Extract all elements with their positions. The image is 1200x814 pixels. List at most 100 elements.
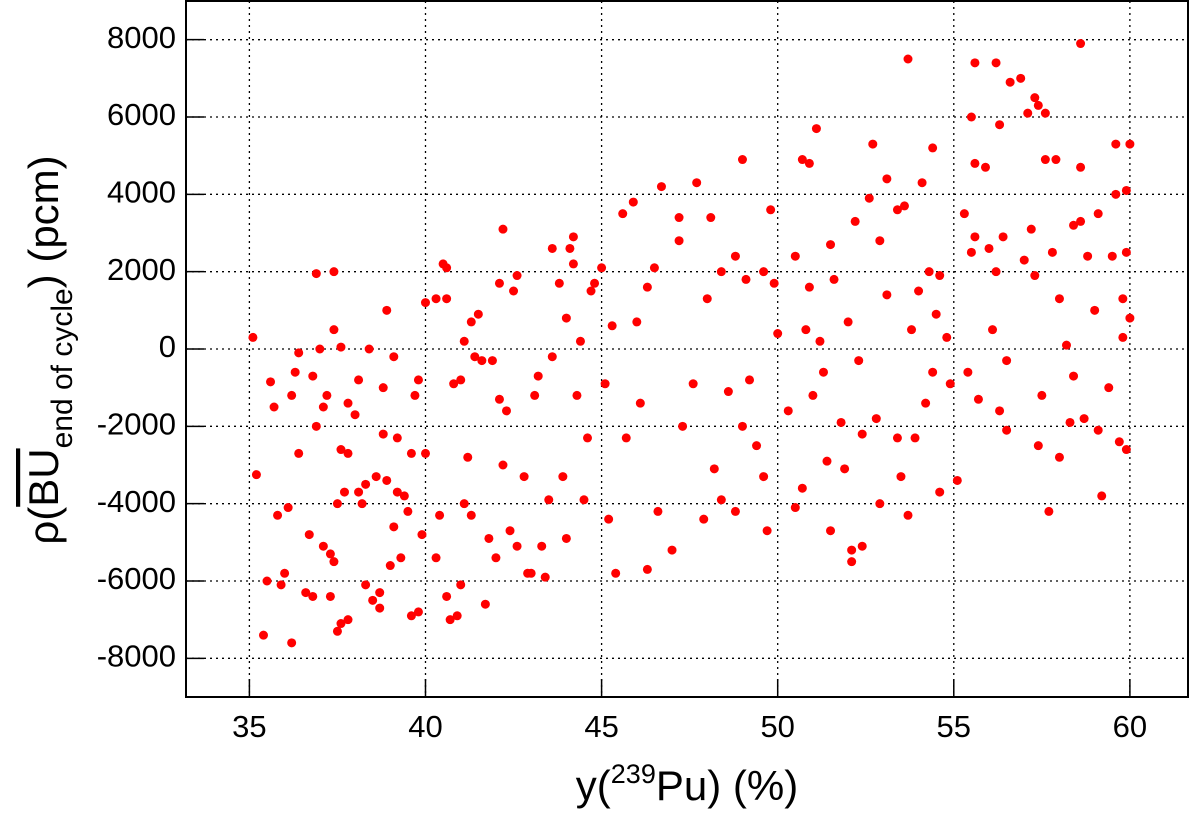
point <box>466 317 476 327</box>
point <box>984 243 994 253</box>
x-axis-title-suffix: ) (%) <box>707 762 798 809</box>
point <box>847 545 857 555</box>
point <box>921 398 931 408</box>
point <box>332 499 342 509</box>
point <box>730 251 740 261</box>
point <box>1114 437 1124 447</box>
point <box>1121 445 1131 455</box>
point <box>737 421 747 431</box>
point <box>470 352 480 362</box>
point <box>1097 491 1107 501</box>
point <box>1076 39 1086 49</box>
point <box>854 356 864 366</box>
point <box>378 429 388 439</box>
point <box>276 580 286 590</box>
y-axis-title-suffix: ) (pcm) <box>20 155 67 288</box>
point <box>526 568 536 578</box>
point <box>590 278 600 288</box>
point <box>963 367 973 377</box>
point <box>910 433 920 443</box>
point <box>579 495 589 505</box>
point <box>329 557 339 567</box>
point <box>1069 220 1079 230</box>
point <box>308 591 318 601</box>
point <box>322 390 332 400</box>
point <box>442 591 452 601</box>
point <box>875 499 885 509</box>
point <box>896 472 906 482</box>
point <box>575 336 585 346</box>
point <box>818 367 828 377</box>
point <box>294 448 304 458</box>
point <box>1016 73 1026 83</box>
point <box>484 533 494 543</box>
point <box>287 390 297 400</box>
y-tick-label: -8000 <box>97 639 176 674</box>
point <box>899 201 909 211</box>
point <box>389 352 399 362</box>
point <box>1079 414 1089 424</box>
point <box>815 336 825 346</box>
point <box>931 309 941 319</box>
point <box>463 452 473 462</box>
point <box>857 429 867 439</box>
point <box>325 591 335 601</box>
point <box>442 294 452 304</box>
point <box>343 615 353 625</box>
point <box>308 371 318 381</box>
point <box>501 406 511 416</box>
point <box>811 124 821 134</box>
point <box>315 344 325 354</box>
point <box>1111 189 1121 199</box>
x-tick-label: 50 <box>760 709 794 744</box>
point <box>1076 216 1086 226</box>
point <box>406 611 416 621</box>
x-tick-label: 55 <box>937 709 971 744</box>
point <box>1005 77 1015 87</box>
point <box>970 158 980 168</box>
point <box>399 491 409 501</box>
point <box>262 576 272 586</box>
point <box>762 526 772 536</box>
point <box>586 286 596 296</box>
point <box>1037 390 1047 400</box>
point <box>752 441 762 451</box>
point <box>420 448 430 458</box>
point <box>607 321 617 331</box>
point <box>1033 441 1043 451</box>
y-axis-title-main: BU <box>20 448 67 506</box>
point <box>678 421 688 431</box>
point <box>674 236 684 246</box>
point <box>339 487 349 497</box>
point <box>540 572 550 582</box>
point <box>554 278 564 288</box>
point <box>928 143 938 153</box>
point <box>783 406 793 416</box>
point <box>361 580 371 590</box>
point <box>547 352 557 362</box>
point <box>836 417 846 427</box>
point <box>1019 255 1029 265</box>
point <box>491 553 501 563</box>
point <box>966 112 976 122</box>
point <box>1051 155 1061 165</box>
point <box>928 367 938 377</box>
point <box>477 356 487 366</box>
point <box>301 588 311 598</box>
point <box>266 377 276 387</box>
point <box>1121 185 1131 195</box>
point <box>1030 93 1040 103</box>
point <box>945 379 955 389</box>
point <box>745 375 755 385</box>
point <box>561 533 571 543</box>
point <box>417 530 427 540</box>
point <box>382 305 392 315</box>
point <box>826 240 836 250</box>
point <box>741 274 751 284</box>
point <box>829 274 839 284</box>
point <box>251 470 261 480</box>
y-axis-title-prefix: ρ( <box>20 507 67 545</box>
point <box>952 475 962 485</box>
point <box>667 545 677 555</box>
